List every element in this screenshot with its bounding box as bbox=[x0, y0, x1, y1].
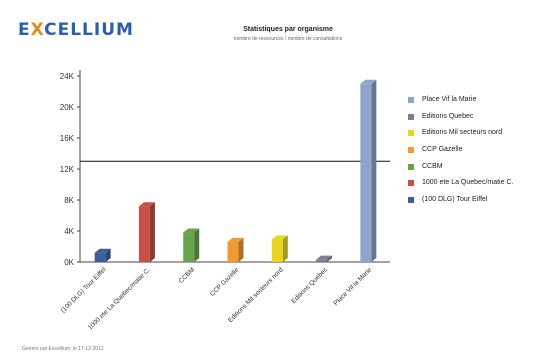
legend-item: CCP Gazelle bbox=[404, 146, 540, 154]
legend-item: (100 DLG) Tour Eiffel bbox=[404, 196, 540, 204]
x-tick-label: CCBM bbox=[178, 266, 196, 284]
legend-label: Editions Quebec bbox=[422, 112, 474, 120]
y-tick-label: 12K bbox=[60, 165, 75, 174]
bar-side bbox=[282, 235, 288, 262]
bar bbox=[94, 252, 106, 262]
y-tick-label: 8K bbox=[64, 196, 74, 205]
bar-side bbox=[238, 237, 244, 262]
chart-title: Statistiques par organisme bbox=[243, 26, 333, 33]
legend-label: CCP Gazelle bbox=[422, 146, 463, 154]
legend-label: Editions Mil secteurs nord bbox=[422, 129, 503, 137]
bar-top bbox=[271, 235, 288, 240]
bar bbox=[360, 83, 372, 262]
bar bbox=[183, 232, 195, 262]
bar-side bbox=[105, 248, 111, 262]
y-tick-label: 24K bbox=[60, 72, 75, 81]
footer-note: Genere par Excellium, le 17-12-2012 bbox=[22, 346, 104, 352]
x-tick-label: CCP Gazelle bbox=[209, 266, 241, 298]
y-tick-label: 16K bbox=[60, 134, 75, 143]
legend-item: CCBM bbox=[404, 163, 540, 171]
legend-label: 1000 ete La Quebec/matie C. bbox=[422, 179, 514, 187]
legend-label: (100 DLG) Tour Eiffel bbox=[422, 196, 488, 204]
chart-legend: Place Vif la Marie Editions Quebec Edition… bbox=[404, 96, 540, 213]
legend-item: Editions Quebec bbox=[404, 113, 540, 121]
y-tick-label: 4K bbox=[64, 227, 74, 236]
bar-top bbox=[138, 202, 155, 207]
y-tick-label: 20K bbox=[60, 103, 75, 112]
bar-side bbox=[149, 202, 155, 262]
bar-top bbox=[227, 237, 244, 242]
legend-label: CCBM bbox=[422, 162, 443, 170]
legend-item: Place Vif la Marie bbox=[404, 96, 540, 104]
legend-swatch bbox=[408, 97, 414, 103]
legend-swatch bbox=[408, 113, 414, 120]
legend-swatch bbox=[408, 180, 414, 187]
bar-top bbox=[183, 228, 200, 233]
excellium-logo: EXCELLIUM bbox=[18, 20, 134, 40]
legend-label: Place Vif la Marie bbox=[422, 96, 477, 103]
y-tick-label: 0K bbox=[64, 258, 74, 267]
x-tick-label: (100 DLG) Tour Eiffel bbox=[60, 266, 108, 314]
legend-swatch bbox=[408, 197, 414, 204]
legend-item: 1000 ete La Quebec/matie C. bbox=[404, 179, 540, 187]
bar bbox=[138, 206, 150, 262]
legend-swatch bbox=[408, 163, 414, 170]
bar-side bbox=[194, 228, 200, 262]
chart-subtitle: nombre de ressources / nombre de consult… bbox=[233, 36, 343, 42]
legend-swatch bbox=[408, 147, 414, 154]
legend-swatch bbox=[408, 130, 414, 137]
x-tick-label: Editions Quebec bbox=[290, 266, 329, 305]
bar bbox=[316, 259, 328, 262]
x-tick-label: Place Vif la Marie bbox=[333, 266, 374, 307]
bar-side bbox=[327, 255, 333, 262]
legend-item: Editions Mil secteurs nord bbox=[404, 129, 540, 137]
bar-top bbox=[360, 79, 377, 84]
bar-side bbox=[371, 79, 377, 262]
bar-top bbox=[94, 248, 111, 253]
bar-top bbox=[316, 255, 333, 260]
bar bbox=[227, 241, 239, 262]
bar bbox=[271, 239, 283, 262]
